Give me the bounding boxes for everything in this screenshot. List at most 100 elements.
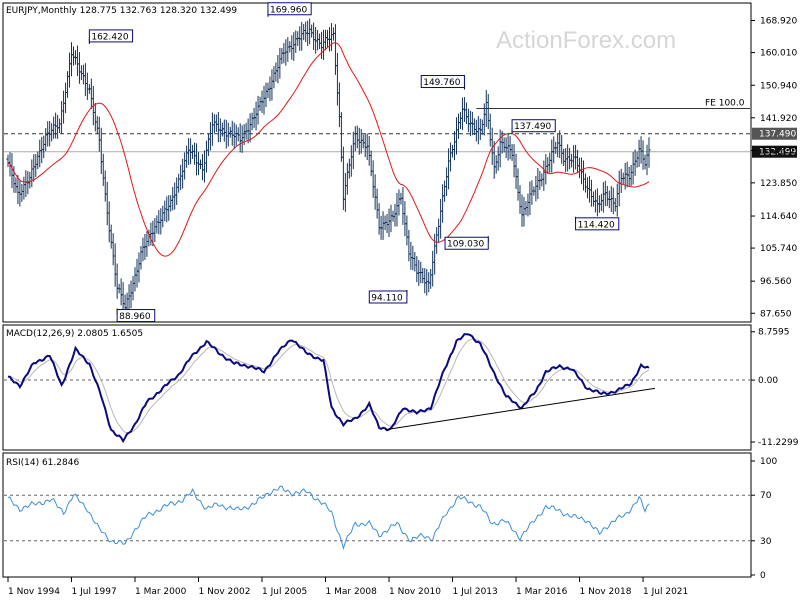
price-bar: [373, 174, 377, 210]
price-bar: [319, 31, 324, 60]
price-bar: [216, 112, 220, 143]
price-bar: [441, 184, 445, 223]
price-bar: [635, 151, 639, 168]
price-bar: [85, 72, 89, 100]
macd-header: MACD(12,26,9) 2.0805 1.6505: [6, 329, 143, 339]
price-bar: [526, 193, 530, 217]
price-bar: [210, 112, 215, 146]
price-bar: [317, 33, 322, 50]
price-bar: [421, 267, 425, 284]
price-bar: [615, 183, 619, 217]
price-panel-frame: [2, 2, 752, 323]
price-bar: [290, 35, 294, 60]
price-bar: [42, 135, 46, 159]
price-bar: [115, 263, 119, 299]
price-bar: [629, 165, 633, 186]
macd-trendline: [384, 387, 656, 431]
price-bar: [444, 167, 449, 196]
price-bar: [119, 278, 123, 306]
price-bar: [266, 82, 270, 99]
price-bar: [401, 187, 405, 225]
price-bar: [236, 127, 240, 142]
price-bar: [550, 139, 554, 173]
price-bar: [63, 82, 68, 114]
price-bar: [466, 108, 471, 132]
macd-axis-label: -11.2299: [758, 438, 799, 448]
annotation-box: [116, 309, 156, 323]
price-bar: [59, 101, 64, 134]
time-axis-label: 1 Jul 1997: [72, 587, 117, 597]
price-bar: [183, 152, 187, 180]
price-bar: [347, 158, 351, 179]
price-bar: [605, 185, 609, 207]
price-bar: [524, 201, 528, 216]
time-axis-label: 1 Jul 2013: [453, 587, 498, 597]
price-bar: [351, 131, 355, 170]
price-bar: [544, 154, 548, 185]
price-axis-label: 141.920: [760, 114, 797, 124]
price-bar: [308, 18, 312, 45]
annotation-box: [368, 290, 408, 304]
price-bar: [284, 39, 288, 66]
price-bar: [371, 160, 375, 198]
price-bar: [99, 127, 103, 175]
macd-signal-line: [8, 338, 650, 434]
price-bar: [571, 145, 576, 173]
price-bar: [109, 224, 113, 249]
price-bar: [44, 128, 48, 152]
price-axis-label: 123.850: [760, 179, 797, 189]
price-bar: [583, 173, 588, 193]
annotation-label: 114.420: [578, 220, 615, 230]
price-bar: [375, 188, 379, 219]
price-bar: [69, 42, 74, 77]
price-bar: [345, 163, 349, 195]
price-bar: [349, 145, 353, 177]
price-bar: [488, 113, 492, 147]
price-bar: [323, 29, 328, 50]
price-bar: [89, 78, 93, 109]
price-bar: [179, 164, 183, 191]
price-bar: [393, 203, 397, 227]
price-bar: [591, 191, 596, 207]
price-bar: [139, 246, 143, 270]
price-bar: [28, 171, 32, 189]
price-bar: [220, 122, 224, 137]
price-bar: [36, 151, 40, 170]
price-bar: [552, 136, 556, 164]
price-bar: [601, 182, 605, 213]
price-axis-label: 87.650: [760, 309, 792, 319]
price-bar: [232, 122, 236, 150]
time-axis-label: 1 Jul 2005: [262, 587, 307, 597]
price-bar: [587, 175, 592, 203]
price-bar: [22, 176, 26, 200]
price-bar: [312, 22, 316, 50]
price-bar: [107, 201, 111, 243]
price-bar: [38, 139, 42, 168]
price-bar: [413, 251, 417, 272]
price-bar: [206, 133, 211, 156]
price-bar: [558, 130, 562, 159]
price-bar: [103, 170, 107, 202]
price-bar: [167, 195, 171, 221]
price-bar: [633, 149, 637, 176]
price-bar: [337, 82, 342, 128]
price-bar: [498, 129, 502, 168]
price-bar: [302, 23, 306, 41]
rsi-axis-label: 100: [760, 457, 777, 467]
price-bar: [566, 144, 570, 172]
price-tag-text: 132.499: [759, 148, 796, 158]
annotation-box: [575, 217, 620, 231]
price-bar: [377, 203, 381, 235]
price-bar: [575, 149, 580, 174]
price-bar: [518, 185, 522, 214]
price-bar: [292, 32, 296, 61]
annotation-box: [88, 29, 134, 43]
price-bar: [314, 27, 318, 54]
price-bar: [355, 125, 359, 149]
price-bar: [599, 193, 603, 212]
price-bar: [405, 215, 409, 246]
price-bar: [212, 114, 216, 133]
price-bar: [387, 208, 391, 238]
